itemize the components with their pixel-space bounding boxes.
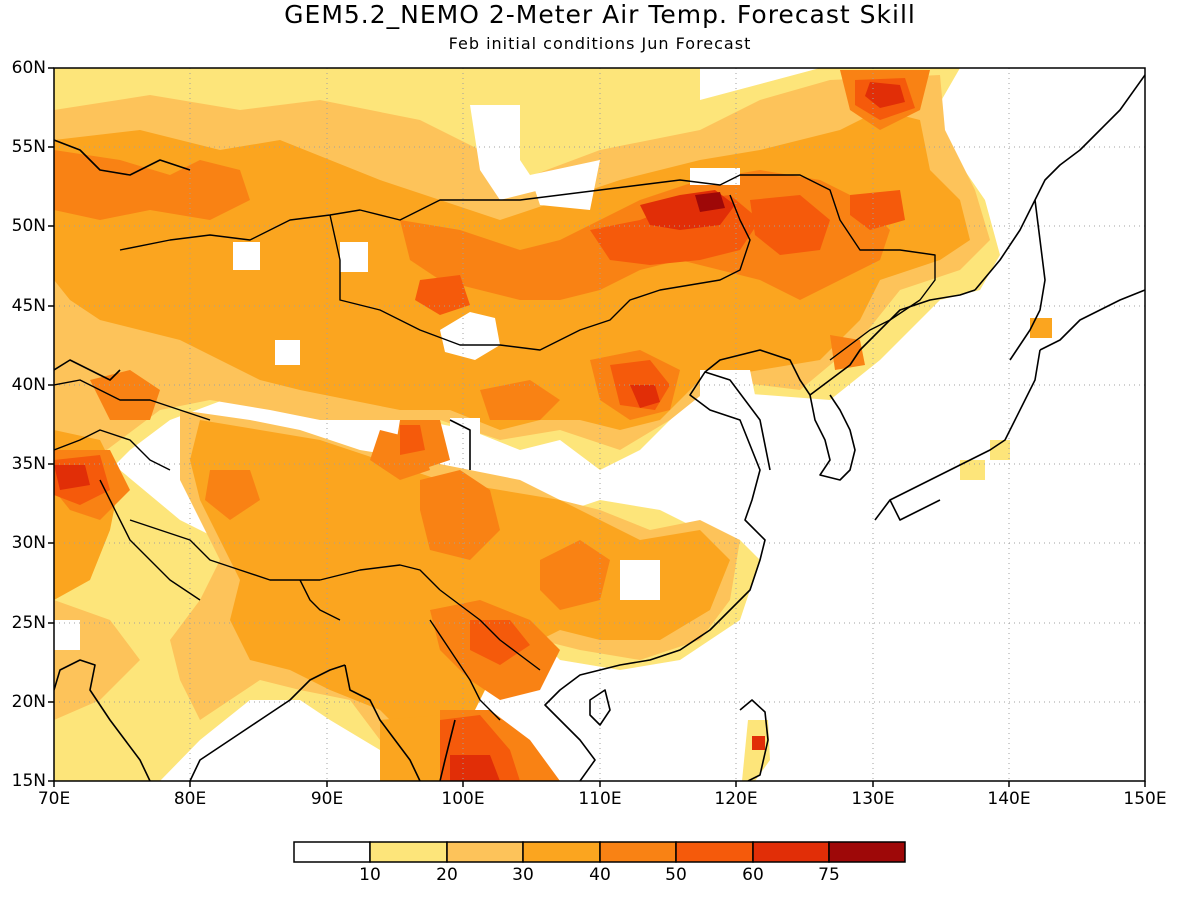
colorbar-swatch-4: [599, 841, 677, 863]
lon-label-120e: 120E: [714, 789, 758, 809]
axis-ticks: [48, 67, 1146, 787]
lon-label-90e: 90E: [310, 789, 344, 809]
map-subtitle: Feb initial conditions Jun Forecast: [448, 34, 752, 53]
masked-areas: [54, 105, 760, 650]
lon-label-80e: 80E: [173, 789, 207, 809]
country-borders: [54, 174, 936, 721]
colorbar-swatch-2: [446, 841, 524, 863]
colorbar-swatch-3: [522, 841, 601, 863]
lon-label-110e: 110E: [578, 789, 622, 809]
lat-label-25n: 25N: [11, 613, 46, 633]
lon-label-130e: 130E: [851, 789, 895, 809]
colorbar-label-50: 50: [665, 865, 687, 885]
colorbar-swatch-6: [752, 841, 830, 863]
skill-fill-layer: [54, 68, 1052, 781]
lat-label-15n: 15N: [11, 771, 46, 791]
lat-label-50n: 50N: [11, 216, 46, 236]
lon-label-100e: 100E: [441, 789, 485, 809]
colorbar-swatch-5: [675, 841, 754, 863]
grid-lines: [54, 68, 1145, 781]
colorbar-swatch-0: [293, 841, 371, 863]
lon-label-150e: 150E: [1123, 789, 1167, 809]
lat-label-45n: 45N: [11, 296, 46, 316]
colorbar: [293, 841, 906, 863]
colorbar-label-60: 60: [742, 865, 764, 885]
colorbar-label-75: 75: [818, 865, 840, 885]
lat-label-20n: 20N: [11, 692, 46, 712]
skill-band-75-plus: [695, 192, 725, 212]
coastlines: [54, 74, 1145, 781]
colorbar-label-40: 40: [589, 865, 611, 885]
colorbar-label-30: 30: [512, 865, 534, 885]
lon-label-70e: 70E: [37, 789, 71, 809]
colorbar-label-20: 20: [436, 865, 458, 885]
map-title: GEM5.2_NEMO 2-Meter Air Temp. Forecast S…: [284, 0, 916, 29]
lat-label-30n: 30N: [11, 533, 46, 553]
colorbar-swatch-7: [828, 841, 906, 863]
colorbar-label-10: 10: [359, 865, 381, 885]
lat-label-60n: 60N: [11, 58, 46, 78]
colorbar-swatch-1: [369, 841, 448, 863]
lat-label-35n: 35N: [11, 454, 46, 474]
lon-label-140e: 140E: [987, 789, 1031, 809]
lat-label-55n: 55N: [11, 137, 46, 157]
lat-label-40n: 40N: [11, 375, 46, 395]
